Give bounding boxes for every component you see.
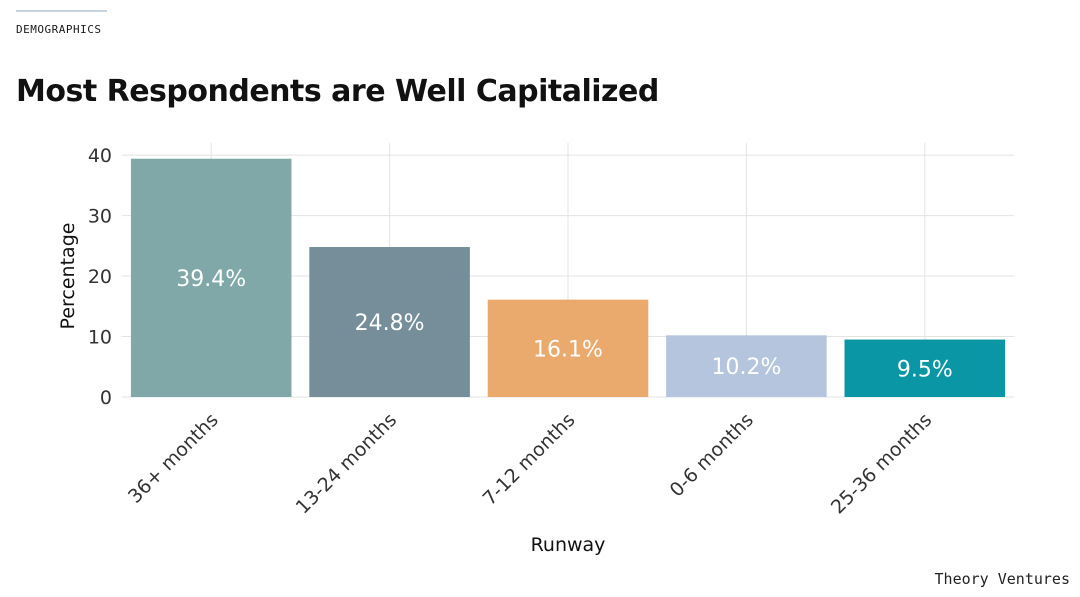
y-tick-label: 10 xyxy=(88,327,112,349)
bar-value-label: 39.4% xyxy=(176,267,246,292)
x-tick-label: 13-24 months xyxy=(292,409,401,518)
brand-footer: Theory Ventures xyxy=(934,570,1070,588)
bar-value-label: 16.1% xyxy=(533,337,603,362)
page-title: Most Respondents are Well Capitalized xyxy=(16,74,659,109)
y-tick-label: 20 xyxy=(88,266,112,288)
bar xyxy=(130,158,292,397)
section-divider xyxy=(16,10,107,12)
y-tick-label: 0 xyxy=(100,387,112,409)
data-labels: 39.4% 24.8% 16.1% 10.2% 9.5% xyxy=(176,267,952,382)
y-tick-label: 40 xyxy=(88,145,112,167)
bars xyxy=(130,158,1006,397)
bar xyxy=(844,339,1006,397)
section-label: DEMOGRAPHICS xyxy=(16,23,102,36)
x-axis-title: Runway xyxy=(531,534,606,556)
x-tick-label: 36+ months xyxy=(124,409,223,508)
bar-value-label: 10.2% xyxy=(711,355,781,380)
y-axis-ticks: 0 10 20 30 40 xyxy=(88,145,112,409)
bar xyxy=(309,247,470,397)
x-axis-ticks: 36+ months 13-24 months 7-12 months 0-6 mon… xyxy=(124,409,936,518)
y-axis-title: Percentage xyxy=(57,223,79,330)
bar-value-label: 24.8% xyxy=(355,311,425,336)
x-tick-label: 0-6 months xyxy=(666,409,758,501)
x-tick-label: 7-12 months xyxy=(479,409,580,510)
bar xyxy=(487,299,649,397)
bar-value-label: 9.5% xyxy=(897,357,953,382)
bar xyxy=(666,335,827,397)
y-tick-label: 30 xyxy=(88,206,112,228)
x-tick-label: 25-36 months xyxy=(827,409,936,518)
